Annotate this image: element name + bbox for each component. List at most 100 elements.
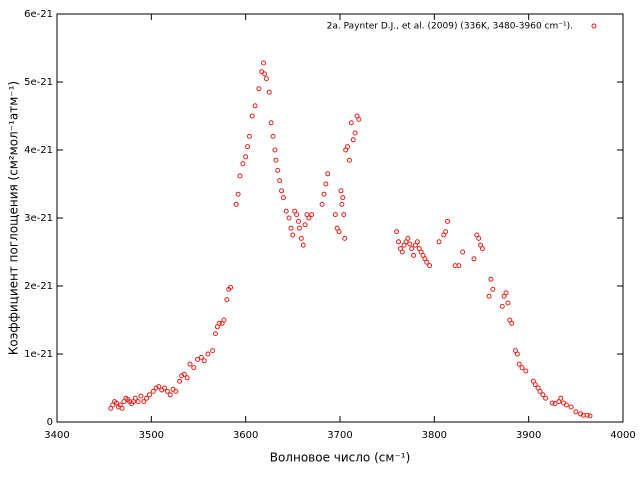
point [411,252,417,258]
y-tick-label: 4e-21 [24,145,53,156]
point [290,232,296,238]
point [228,284,234,290]
point [201,358,207,364]
point [132,395,138,401]
point [221,317,227,323]
point [212,331,218,337]
point [350,137,356,143]
point [346,157,352,163]
point [224,297,230,303]
point [261,60,267,66]
point [256,86,262,92]
point [216,320,222,326]
point [443,229,449,235]
point [445,218,451,224]
point [519,365,525,371]
point [233,201,239,207]
point [283,208,289,214]
point [164,388,170,394]
point [325,171,331,177]
point [286,215,292,221]
point [150,388,156,394]
point [339,201,345,207]
point [135,399,141,405]
point [298,235,304,241]
point [558,395,564,401]
point [277,178,283,184]
point [409,246,415,252]
x-tick-label: 3900 [516,430,541,441]
point [187,361,193,367]
point [243,154,249,160]
point [394,229,400,235]
point [295,218,301,224]
y-tick-label: 1e-21 [24,349,53,360]
point [210,348,216,354]
point [300,242,306,248]
x-tick-label: 3400 [44,430,69,441]
y-tick-label: 6e-21 [24,9,53,20]
y-tick-label: 5e-21 [24,77,53,88]
point [272,147,278,153]
x-tick-label: 3700 [327,430,352,441]
plot-frame [56,13,624,423]
point [399,249,405,255]
point [516,361,522,367]
y-tick-label: 3e-21 [24,213,53,224]
x-tick-label: 3800 [422,430,447,441]
point [573,409,579,415]
point [471,256,477,262]
point [340,195,346,201]
y-tick-label: 2e-21 [24,281,53,292]
point [460,249,466,255]
point [424,259,430,265]
point [509,320,515,326]
point [237,173,243,179]
point [395,239,401,245]
y-tick-label: 0 [47,417,53,428]
point [499,303,505,309]
point [338,188,344,194]
point [505,300,511,306]
point [488,276,494,282]
point [552,401,558,407]
point [540,392,546,398]
point [181,371,187,377]
y-axis-label: Коэффициент поглощения (см²мол⁻¹атм⁻¹) [7,81,21,355]
point [323,181,329,187]
x-tick-label: 3500 [139,430,164,441]
point [146,392,152,398]
point [302,222,308,228]
point [141,399,147,405]
point [341,212,347,218]
point [252,103,258,109]
point [584,412,590,418]
point [537,388,543,394]
point [191,365,197,371]
point [268,120,274,126]
point [407,241,413,247]
point [336,229,342,235]
point [167,392,173,398]
point [503,290,509,296]
point [427,263,433,269]
point [270,133,276,139]
point [306,215,312,221]
point [195,356,201,362]
point [162,385,168,391]
point [113,400,119,406]
point [273,157,279,163]
point [309,212,315,218]
point [296,225,302,231]
point [405,235,411,241]
point [156,384,162,390]
point [279,188,285,194]
point [514,351,520,357]
point [235,191,241,197]
point [523,368,529,374]
point [280,195,286,201]
point [476,235,482,241]
point [249,113,255,119]
point [563,402,569,408]
